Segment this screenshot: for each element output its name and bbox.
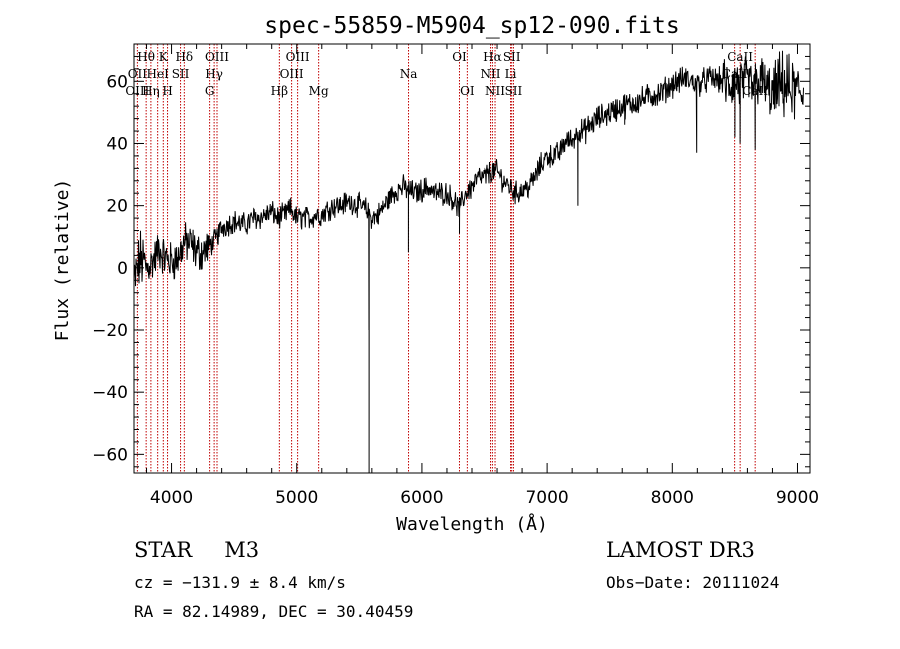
line-marker-label: SII <box>503 50 521 64</box>
y-axis-label: Flux (relative) <box>52 179 73 342</box>
line-marker-label: CaII <box>727 50 753 64</box>
line-marker-label: G <box>205 84 215 98</box>
x-tick-label: 6000 <box>400 488 443 508</box>
line-marker-label: Hδ <box>175 50 193 64</box>
y-tick-label: −40 <box>92 383 128 403</box>
spectrum-line <box>133 50 804 474</box>
redshift-line: cz = −131.9 ± 8.4 km/s <box>134 573 346 592</box>
y-tick-label: 60 <box>106 72 128 92</box>
line-marker-label: OIII <box>280 67 304 81</box>
line-marker-label: Hβ <box>271 84 288 98</box>
x-axis-label: Wavelength (Å) <box>396 513 548 535</box>
line-marker-label: NII <box>485 84 505 98</box>
axes: 4000 5000 6000 7000 8000 9000 −60 −40 −20 0 20 40 60 <box>92 44 819 508</box>
x-tick-label: 8000 <box>651 488 694 508</box>
line-marker-label: Hη <box>142 84 160 98</box>
y-tick-label: −60 <box>92 445 128 465</box>
coordinates: RA = 82.14989, DEC = 30.40459 <box>134 602 414 621</box>
line-marker-label: Hθ <box>137 50 155 64</box>
line-marker-label: OIII <box>205 50 229 64</box>
line-marker-label: SII <box>505 84 523 98</box>
object-class-line: STAR M3 <box>134 538 259 562</box>
obs-date: Obs−Date: 20111024 <box>606 573 780 592</box>
line-marker-label: OIII <box>286 50 310 64</box>
line-marker-label: NII <box>481 67 501 81</box>
x-tick-label: 4000 <box>150 488 193 508</box>
y-tick-label: 20 <box>106 197 128 217</box>
line-marker-label: SII <box>172 67 190 81</box>
line-marker-label: Na <box>400 67 418 81</box>
line-marker-label: K <box>159 50 169 64</box>
line-marker-label: Hα <box>483 50 502 64</box>
spectral-line-markers <box>136 44 756 473</box>
line-marker-label: OI <box>452 50 467 64</box>
line-marker-label: H <box>162 84 172 98</box>
x-tick-label: 9000 <box>776 488 819 508</box>
plot-frame <box>133 43 811 474</box>
line-marker-label: HeI <box>147 67 170 81</box>
chart-title: spec-55859-M5904_sp12-090.fits <box>264 13 679 39</box>
x-tick-label: 5000 <box>275 488 318 508</box>
line-marker-label: Mg <box>309 84 329 98</box>
line-marker-label: Li <box>505 67 517 81</box>
y-tick-label: 0 <box>117 259 128 279</box>
object-subclass: M3 <box>224 538 260 562</box>
line-marker-label: Hγ <box>205 67 223 81</box>
y-tick-label: 40 <box>106 134 128 154</box>
x-tick-label: 7000 <box>525 488 568 508</box>
survey-name: LAMOST DR3 <box>606 538 755 562</box>
line-marker-label: OI <box>460 84 475 98</box>
line-marker-label: OII <box>128 67 148 81</box>
y-tick-label: −20 <box>92 321 128 341</box>
line-marker-label: OIII <box>125 84 149 98</box>
object-class: STAR <box>134 538 193 562</box>
